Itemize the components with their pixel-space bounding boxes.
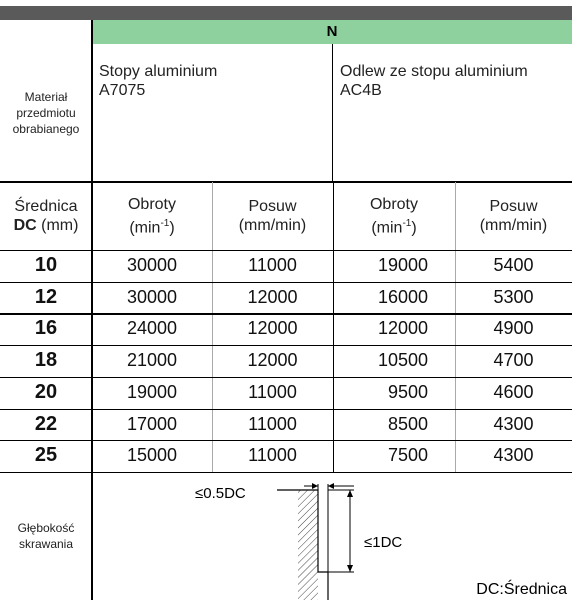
text: -1 (402, 217, 412, 229)
line: obrabianego (12, 122, 80, 136)
unit: DC (mm) (14, 216, 79, 235)
column-header: Posuw (mm/min) (212, 182, 333, 250)
cell: 11000 (248, 445, 297, 466)
unit: (min-1) (371, 214, 416, 237)
label: Średnica (14, 198, 78, 215)
cell: 7500 (387, 445, 428, 466)
grid-line (0, 376, 572, 378)
row-header: 12 (34, 285, 58, 308)
note: DC:Średnica (476, 579, 567, 598)
row-header: 25 (34, 444, 58, 467)
text: Posuw (489, 198, 538, 215)
cell: 5400 (493, 255, 534, 275)
cell: 5300 (493, 286, 534, 307)
cell: 16000 (377, 286, 428, 307)
grid-line (0, 313, 572, 315)
cell: 21000 (126, 350, 178, 371)
width-label: ≤0.5DC (195, 485, 246, 502)
cell: 30000 (126, 286, 178, 307)
grid-line (0, 181, 572, 183)
divider (91, 20, 93, 600)
text: (mm/min) (479, 217, 548, 234)
cell: 4300 (493, 413, 534, 434)
hatch (298, 490, 318, 600)
cell: 19000 (377, 255, 428, 275)
grid-line (0, 281, 572, 283)
text: ) (169, 219, 175, 237)
text: (mm) (41, 217, 79, 234)
unit: (min-1) (129, 214, 174, 237)
cell: 30000 (126, 255, 178, 275)
line: Stopy aluminium (99, 63, 218, 80)
group-header: N (92, 20, 572, 44)
line: Odlew ze stopu aluminium (340, 63, 528, 80)
row-header: 10 (34, 254, 58, 276)
depth-diagram: ≤0.5DC ≤1DC DC:Średnica (195, 483, 567, 600)
row-header: 16 (34, 317, 58, 340)
text: (min (371, 219, 403, 237)
cell: 12000 (247, 350, 298, 371)
cell: 4900 (493, 318, 534, 339)
material-label: Materiał przedmiotu obrabianego (0, 44, 92, 182)
divider (332, 44, 333, 182)
grid-line (212, 182, 213, 472)
grid-line (333, 182, 334, 472)
grid-line (455, 182, 456, 472)
cell: 12000 (247, 286, 298, 307)
cell: 4300 (493, 445, 534, 466)
row-header: 18 (34, 349, 58, 372)
cell: 17000 (126, 413, 178, 434)
cell: 15000 (126, 445, 178, 466)
profile (277, 489, 329, 600)
grid-line (0, 440, 572, 442)
cell: 11000 (248, 255, 297, 275)
line: Głębokość (17, 521, 75, 535)
grid-line (0, 345, 572, 347)
line: przedmiotu (16, 106, 76, 120)
cell: 9500 (387, 381, 428, 402)
text: (min (129, 219, 161, 237)
cell: 12000 (247, 318, 298, 339)
column-header: Obroty (min-1) (333, 182, 455, 250)
text: ) (411, 219, 417, 237)
cell: 8500 (387, 413, 428, 434)
top-bar (0, 6, 572, 20)
column-header: Obroty (min-1) (92, 182, 212, 250)
depth-label: Głębokość skrawania (0, 472, 92, 600)
diameter-header: Średnica DC (mm) (0, 182, 92, 250)
line: skrawania (18, 537, 74, 551)
text: (mm/min) (238, 217, 307, 234)
line: AC4B (340, 82, 382, 99)
line: A7075 (99, 82, 146, 99)
cell: 19000 (126, 381, 178, 402)
text: -1 (160, 217, 170, 229)
cell: 4600 (493, 381, 534, 402)
cell: 24000 (126, 318, 178, 339)
grid-line (0, 408, 572, 410)
column-header: Posuw (mm/min) (455, 182, 572, 250)
cell: 4700 (493, 350, 534, 371)
text: Posuw (248, 198, 297, 215)
material: Odlew ze stopu aluminium AC4B (340, 62, 572, 100)
grid-line (0, 471, 572, 474)
line: Materiał (24, 90, 68, 104)
row-header: 20 (34, 380, 58, 403)
cell: 11000 (248, 413, 297, 434)
cell: 12000 (377, 318, 428, 339)
cell: 11000 (248, 381, 297, 402)
cell: 10500 (377, 350, 428, 371)
text: Obroty (127, 195, 176, 213)
bold: DC (13, 217, 37, 234)
depth-value-label: ≤1DC (364, 534, 402, 551)
material: Stopy aluminium A7075 (99, 62, 329, 100)
row-header: 22 (34, 412, 58, 435)
text: Obroty (369, 195, 418, 213)
grid-line (0, 250, 572, 252)
